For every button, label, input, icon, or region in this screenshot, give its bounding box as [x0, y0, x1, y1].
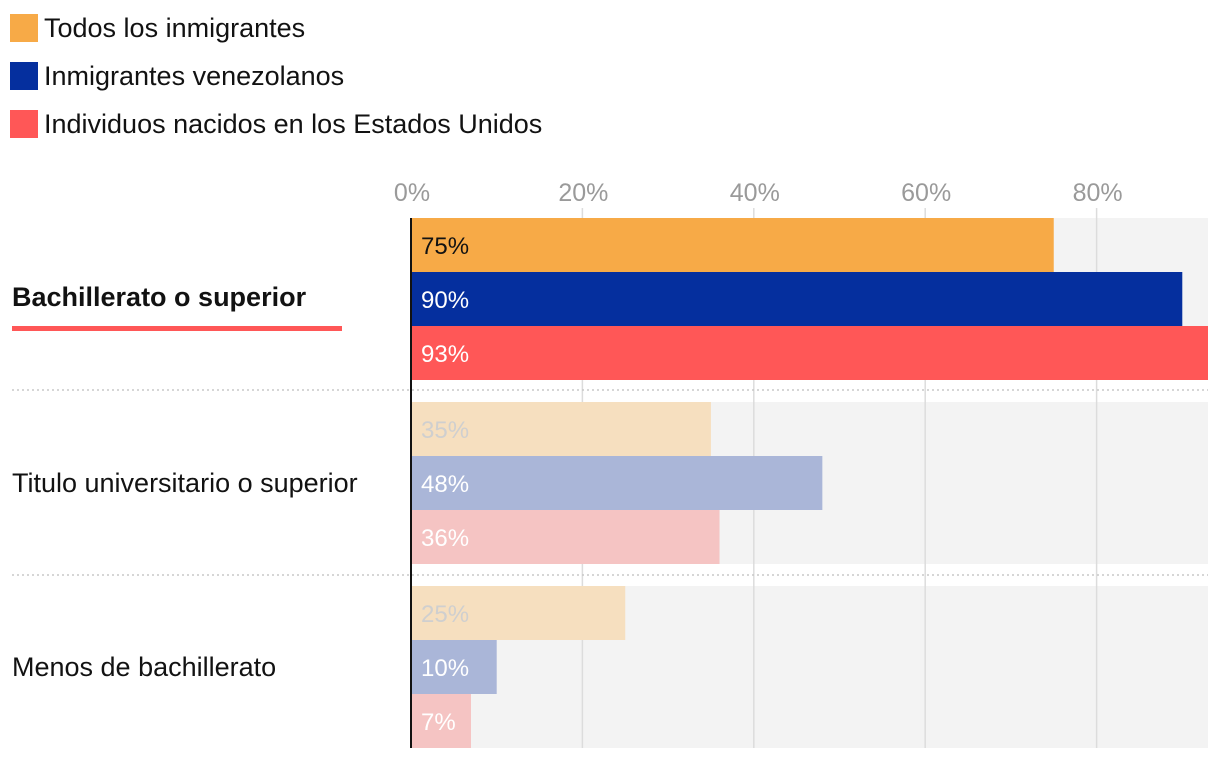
x-tick-label: 80% [1073, 179, 1123, 207]
bar [411, 694, 471, 748]
x-tick-label: 40% [730, 179, 780, 207]
bar-value-label: 36% [421, 525, 469, 552]
legend-item-us-born: Individuos nacidos en los Estados Unidos [10, 100, 542, 148]
bar [411, 640, 497, 694]
legend-swatch-venezuelan-immigrants [10, 62, 38, 90]
bar [411, 218, 1054, 272]
bar-value-label: 35% [421, 417, 469, 444]
legend-label-all-immigrants: Todos los inmigrantes [44, 13, 306, 43]
legend-item-all-immigrants: Todos los inmigrantes [10, 4, 542, 52]
category-highlight-underline [12, 326, 342, 331]
bar-value-label: 93% [421, 341, 469, 368]
category-label: Menos de bachillerato [12, 652, 276, 682]
bar [411, 326, 1208, 380]
bar [411, 586, 626, 640]
bar [411, 402, 711, 456]
legend-swatch-all-immigrants [10, 14, 38, 42]
legend-swatch-us-born [10, 110, 38, 138]
legend-label-venezuelan-immigrants: Inmigrantes venezolanos [44, 61, 345, 91]
legend: Todos los inmigrantes Inmigrantes venezo… [10, 10, 542, 154]
bar-value-label: 75% [421, 233, 469, 260]
legend-label-us-born: Individuos nacidos en los Estados Unidos [44, 109, 543, 139]
bar-value-label: 90% [421, 287, 469, 314]
bar [411, 456, 823, 510]
bar [411, 510, 720, 564]
bar-value-label: 25% [421, 601, 469, 628]
bar [411, 272, 1183, 326]
x-tick-label: 60% [901, 179, 951, 207]
x-tick-label: 0% [394, 179, 430, 207]
x-tick-label: 20% [558, 179, 608, 207]
bar-value-label: 7% [421, 709, 456, 736]
bar-value-label: 48% [421, 471, 469, 498]
legend-item-venezuelan-immigrants: Inmigrantes venezolanos [10, 52, 542, 100]
category-label: Bachillerato o superior [12, 282, 307, 312]
bar-value-label: 10% [421, 655, 469, 682]
category-label: Titulo universitario o superior [12, 468, 358, 498]
